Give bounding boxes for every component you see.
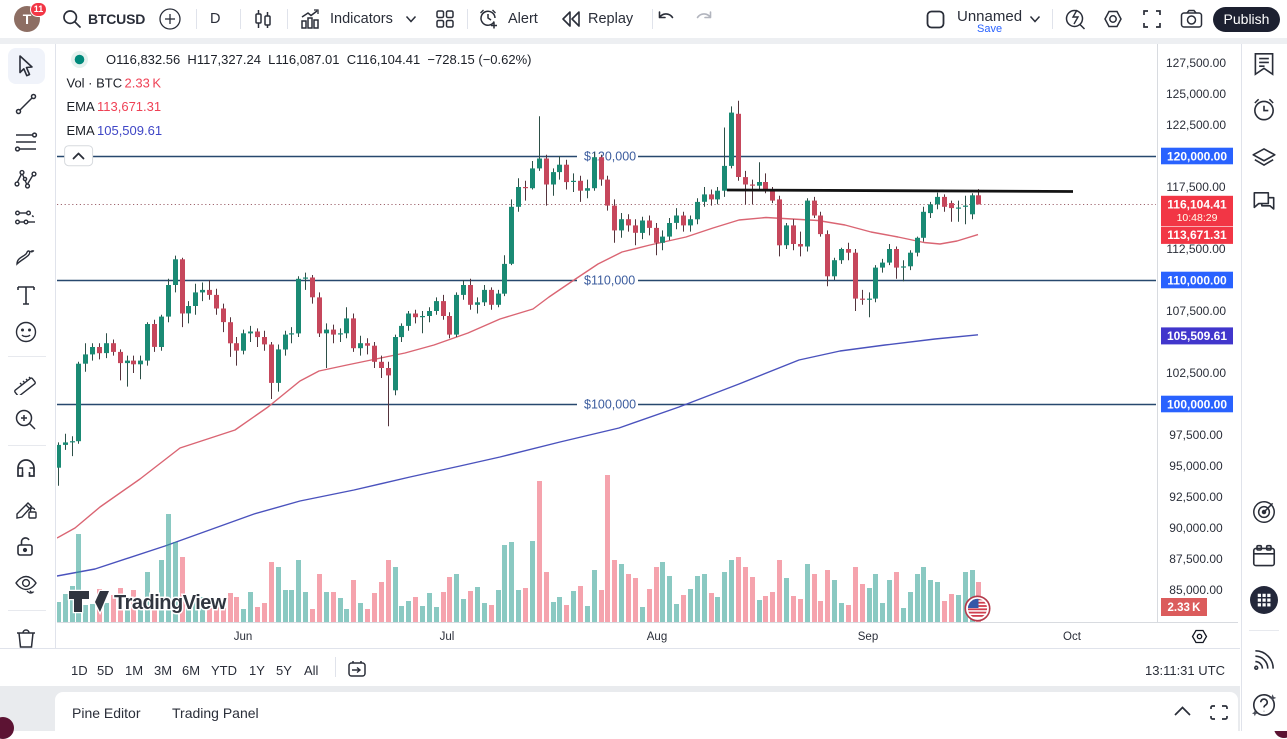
svg-text:Sep: Sep — [858, 631, 878, 643]
svg-text:O116,832.56 H117,327.24 L116: O116,832.56 H117,327.24 L116,087.01 C116… — [106, 52, 531, 67]
svg-text:2.33 K: 2.33 K — [1168, 602, 1202, 614]
svg-text:105,509.61: 105,509.61 — [1167, 329, 1227, 343]
svg-text:110,000.00: 110,000.00 — [1167, 273, 1227, 287]
svg-text:$120,000: $120,000 — [584, 150, 636, 164]
svg-text:117,500.00: 117,500.00 — [1166, 180, 1225, 194]
svg-text:112,500.00: 112,500.00 — [1166, 242, 1225, 256]
svg-text:$100,000: $100,000 — [584, 398, 636, 412]
svg-text:102,500.00: 102,500.00 — [1166, 366, 1226, 380]
svg-text:107,500.00: 107,500.00 — [1166, 304, 1226, 318]
svg-text:Oct: Oct — [1063, 631, 1082, 643]
svg-text:2.33 K: 2.33 K — [125, 76, 162, 91]
svg-text:TradingView: TradingView — [114, 592, 227, 614]
svg-text:97,500.00: 97,500.00 — [1169, 428, 1223, 442]
svg-text:Vol · BTC: Vol · BTC — [67, 76, 123, 91]
svg-text:100,000.00: 100,000.00 — [1167, 397, 1227, 411]
svg-text:Jun: Jun — [234, 631, 253, 643]
svg-text:125,000.00: 125,000.00 — [1166, 87, 1226, 101]
svg-text:EMA: EMA — [67, 99, 96, 114]
svg-text:Jul: Jul — [440, 631, 455, 643]
svg-text:127,500.00: 127,500.00 — [1166, 56, 1226, 70]
svg-text:120,000.00: 120,000.00 — [1167, 149, 1227, 163]
svg-text:85,000.00: 85,000.00 — [1169, 583, 1223, 597]
svg-text:116,104.41: 116,104.41 — [1167, 197, 1227, 211]
svg-text:10:48:29: 10:48:29 — [1177, 212, 1218, 224]
svg-text:Aug: Aug — [647, 631, 667, 643]
svg-text:87,500.00: 87,500.00 — [1169, 552, 1223, 566]
svg-text:$110,000: $110,000 — [584, 274, 635, 288]
svg-text:105,509.61: 105,509.61 — [97, 123, 162, 138]
svg-text:113,671.31: 113,671.31 — [1167, 228, 1227, 242]
svg-text:122,500.00: 122,500.00 — [1166, 118, 1226, 132]
svg-text:113,671.31: 113,671.31 — [97, 99, 161, 114]
svg-text:90,000.00: 90,000.00 — [1169, 521, 1223, 535]
svg-text:92,500.00: 92,500.00 — [1169, 490, 1223, 504]
svg-text:95,000.00: 95,000.00 — [1169, 459, 1223, 473]
svg-text:EMA: EMA — [67, 123, 96, 138]
